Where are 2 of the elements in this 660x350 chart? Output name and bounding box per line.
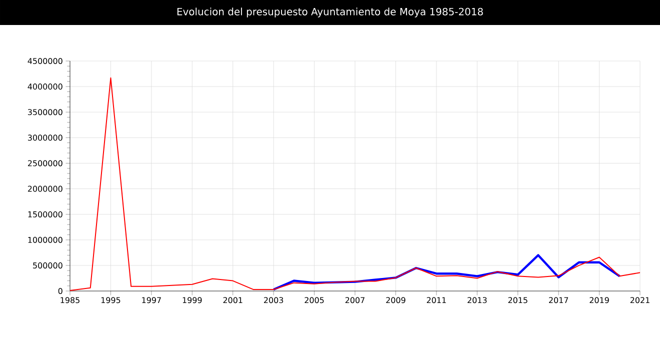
line-series bbox=[272, 254, 621, 291]
chart-title: Evolucion del presupuesto Ayuntamiento de Moya 1985-2018 bbox=[177, 8, 483, 18]
